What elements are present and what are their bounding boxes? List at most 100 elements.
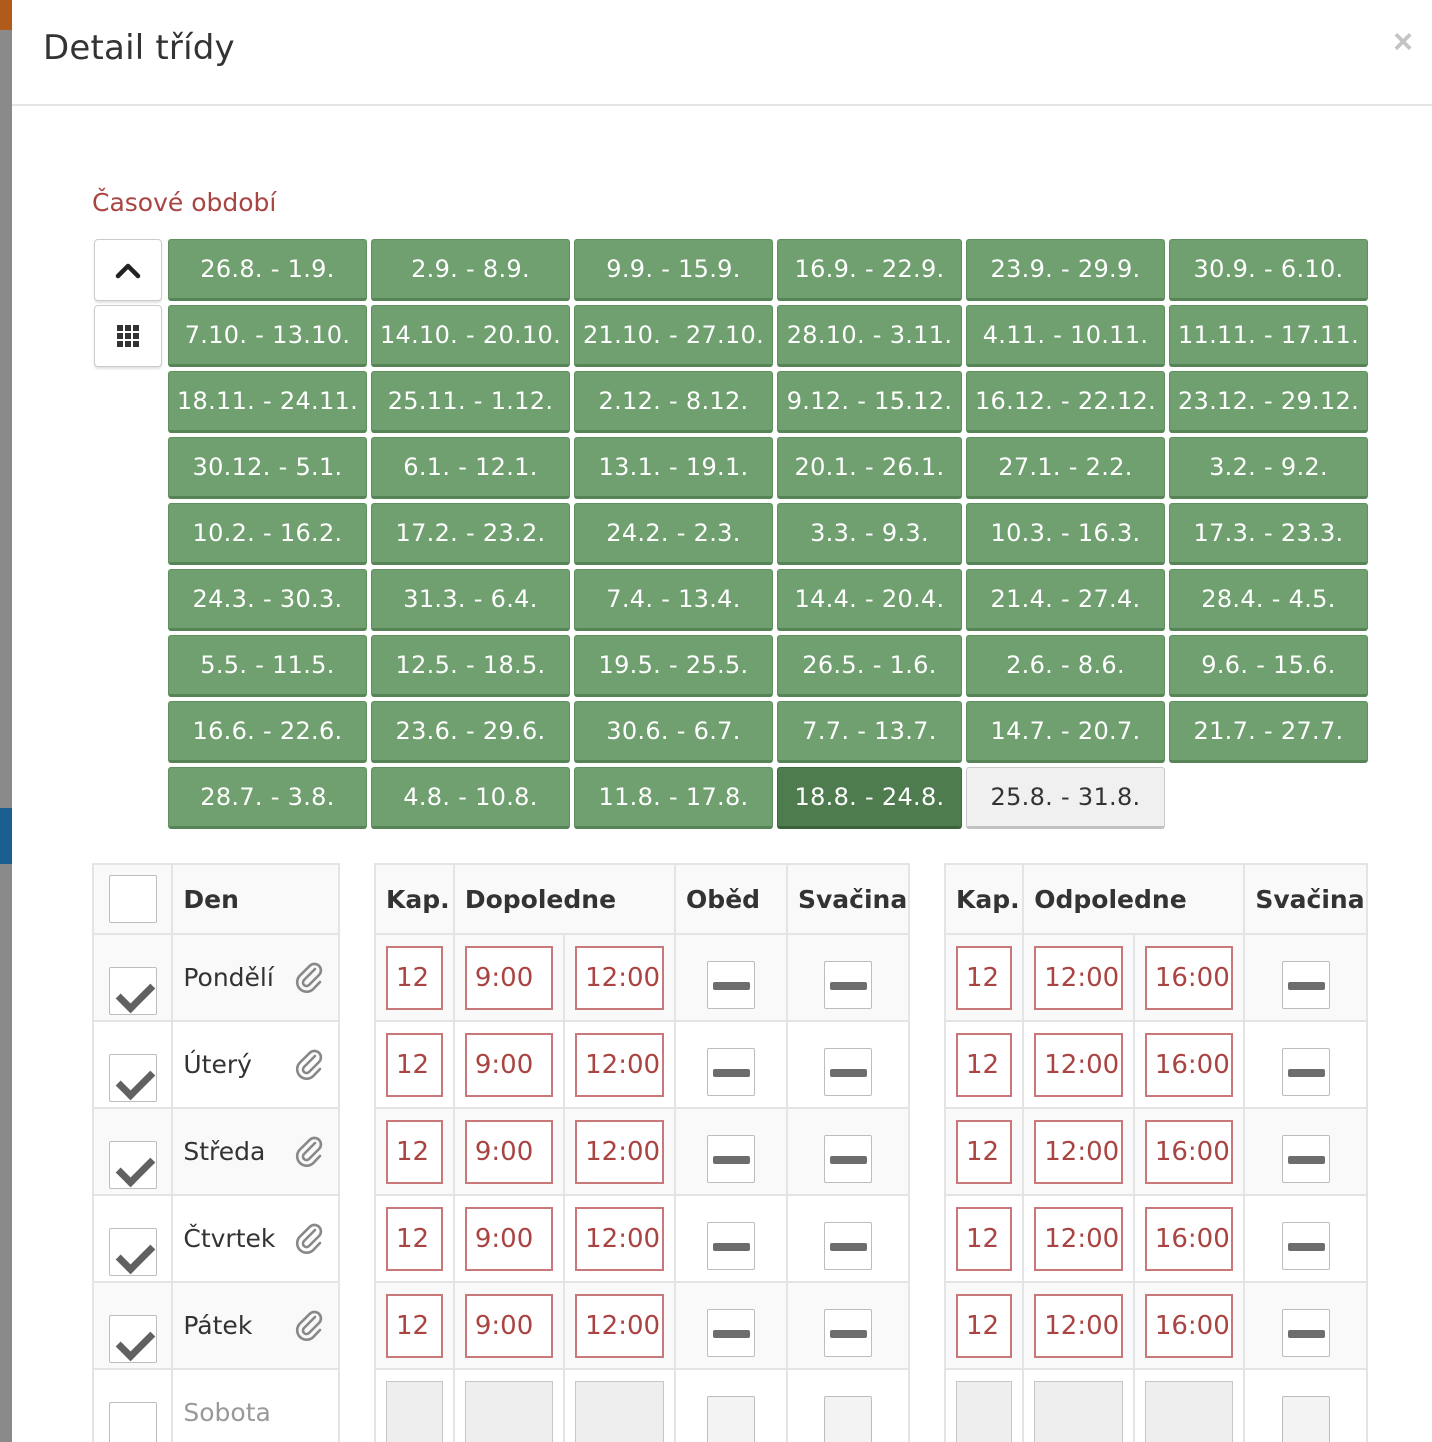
morning-from-input[interactable]: 9:00 [464,1293,554,1358]
day-checkbox[interactable] [108,1401,157,1442]
afternoon-snack-toggle[interactable] [1281,1134,1330,1183]
week-button[interactable]: 31.3. - 6.4. [371,569,570,631]
week-button[interactable]: 30.6. - 6.7. [574,701,773,763]
morning-snack-toggle[interactable] [824,1047,872,1096]
week-button[interactable]: 21.7. - 27.7. [1169,701,1368,763]
week-button[interactable]: 21.4. - 27.4. [966,569,1165,631]
afternoon-from-input[interactable]: 12:00 [1034,1206,1123,1271]
week-button[interactable]: 21.10. - 27.10. [574,305,773,367]
week-button[interactable]: 24.2. - 2.3. [574,503,773,565]
afternoon-to-input[interactable]: 16:00 [1144,1206,1234,1271]
paperclip-icon[interactable] [294,1221,324,1255]
week-button[interactable]: 2.12. - 8.12. [574,371,773,433]
morning-from-input[interactable]: 9:00 [464,1119,554,1184]
afternoon-capacity-input[interactable]: 12 [956,945,1013,1010]
day-checkbox[interactable] [108,966,157,1015]
week-button[interactable]: 4.8. - 10.8. [371,767,570,829]
morning-to-input[interactable]: 12:00 [575,1119,665,1184]
week-button[interactable]: 26.5. - 1.6. [777,635,962,697]
week-button[interactable]: 23.6. - 29.6. [371,701,570,763]
afternoon-capacity-input[interactable]: 12 [956,1032,1013,1097]
collapse-button[interactable] [94,239,162,301]
morning-to-input[interactable]: 12:00 [575,1206,665,1271]
week-button[interactable]: 24.3. - 30.3. [168,569,367,631]
week-button[interactable]: 2.6. - 8.6. [966,635,1165,697]
week-button[interactable]: 26.8. - 1.9. [168,239,367,301]
afternoon-to-input[interactable]: 16:00 [1144,1032,1234,1097]
week-button[interactable]: 9.12. - 15.12. [777,371,962,433]
morning-from-input[interactable]: 9:00 [464,945,554,1010]
day-checkbox[interactable] [108,1140,157,1189]
week-button[interactable]: 14.10. - 20.10. [371,305,570,367]
week-button[interactable]: 7.10. - 13.10. [168,305,367,367]
afternoon-snack-toggle[interactable] [1281,1395,1330,1442]
week-button[interactable]: 28.4. - 4.5. [1169,569,1368,631]
morning-capacity-input[interactable] [386,1380,443,1442]
morning-to-input[interactable]: 12:00 [575,945,665,1010]
day-checkbox[interactable] [108,1053,157,1102]
morning-snack-toggle[interactable] [824,1134,872,1183]
afternoon-capacity-input[interactable]: 12 [956,1119,1013,1184]
week-button[interactable]: 28.7. - 3.8. [168,767,367,829]
afternoon-to-input[interactable] [1144,1380,1234,1442]
week-button[interactable]: 23.9. - 29.9. [966,239,1165,301]
afternoon-to-input[interactable]: 16:00 [1144,945,1234,1010]
morning-capacity-input[interactable]: 12 [386,1032,443,1097]
paperclip-icon[interactable] [294,1308,324,1342]
afternoon-from-input[interactable]: 12:00 [1034,1032,1123,1097]
week-button[interactable]: 4.11. - 10.11. [966,305,1165,367]
close-button[interactable]: × [1388,22,1418,62]
week-button[interactable]: 18.8. - 24.8. [777,767,962,829]
week-button[interactable]: 7.7. - 13.7. [777,701,962,763]
afternoon-to-input[interactable]: 16:00 [1144,1119,1234,1184]
morning-snack-toggle[interactable] [824,1395,872,1442]
afternoon-from-input[interactable]: 12:00 [1034,945,1123,1010]
week-button[interactable]: 20.1. - 26.1. [777,437,962,499]
lunch-toggle[interactable] [707,1047,756,1096]
paperclip-icon[interactable] [294,960,324,994]
week-button[interactable]: 12.5. - 18.5. [371,635,570,697]
paperclip-icon[interactable] [294,1134,324,1168]
week-button[interactable]: 14.7. - 20.7. [966,701,1165,763]
morning-from-input[interactable] [464,1380,554,1442]
morning-capacity-input[interactable]: 12 [386,1293,443,1358]
week-button[interactable]: 14.4. - 20.4. [777,569,962,631]
morning-from-input[interactable]: 9:00 [464,1032,554,1097]
week-button[interactable]: 30.9. - 6.10. [1169,239,1368,301]
morning-snack-toggle[interactable] [824,1308,872,1357]
morning-capacity-input[interactable]: 12 [386,1206,443,1271]
week-button[interactable]: 10.3. - 16.3. [966,503,1165,565]
afternoon-capacity-input[interactable]: 12 [956,1206,1013,1271]
week-button[interactable]: 5.5. - 11.5. [168,635,367,697]
week-button[interactable]: 23.12. - 29.12. [1169,371,1368,433]
afternoon-snack-toggle[interactable] [1281,1047,1330,1096]
week-button[interactable]: 16.12. - 22.12. [966,371,1165,433]
morning-from-input[interactable]: 9:00 [464,1206,554,1271]
week-button[interactable]: 6.1. - 12.1. [371,437,570,499]
week-button[interactable]: 25.8. - 31.8. [966,767,1165,829]
afternoon-from-input[interactable] [1034,1380,1123,1442]
lunch-toggle[interactable] [707,1221,756,1270]
afternoon-snack-toggle[interactable] [1281,1308,1330,1357]
afternoon-to-input[interactable]: 16:00 [1144,1293,1234,1358]
select-all-checkbox[interactable] [108,875,157,923]
afternoon-from-input[interactable]: 12:00 [1034,1293,1123,1358]
week-button[interactable]: 7.4. - 13.4. [574,569,773,631]
week-button[interactable]: 16.9. - 22.9. [777,239,962,301]
week-button[interactable]: 16.6. - 22.6. [168,701,367,763]
morning-snack-toggle[interactable] [824,960,872,1009]
paperclip-icon[interactable] [294,1047,324,1081]
afternoon-from-input[interactable]: 12:00 [1034,1119,1123,1184]
week-button[interactable]: 27.1. - 2.2. [966,437,1165,499]
week-button[interactable]: 3.2. - 9.2. [1169,437,1368,499]
week-button[interactable]: 25.11. - 1.12. [371,371,570,433]
afternoon-snack-toggle[interactable] [1281,1221,1330,1270]
lunch-toggle[interactable] [707,1134,756,1183]
week-button[interactable]: 2.9. - 8.9. [371,239,570,301]
week-button[interactable]: 30.12. - 5.1. [168,437,367,499]
morning-to-input[interactable]: 12:00 [575,1032,665,1097]
week-button[interactable]: 9.9. - 15.9. [574,239,773,301]
week-button[interactable]: 13.1. - 19.1. [574,437,773,499]
afternoon-snack-toggle[interactable] [1281,960,1330,1009]
morning-snack-toggle[interactable] [824,1221,872,1270]
